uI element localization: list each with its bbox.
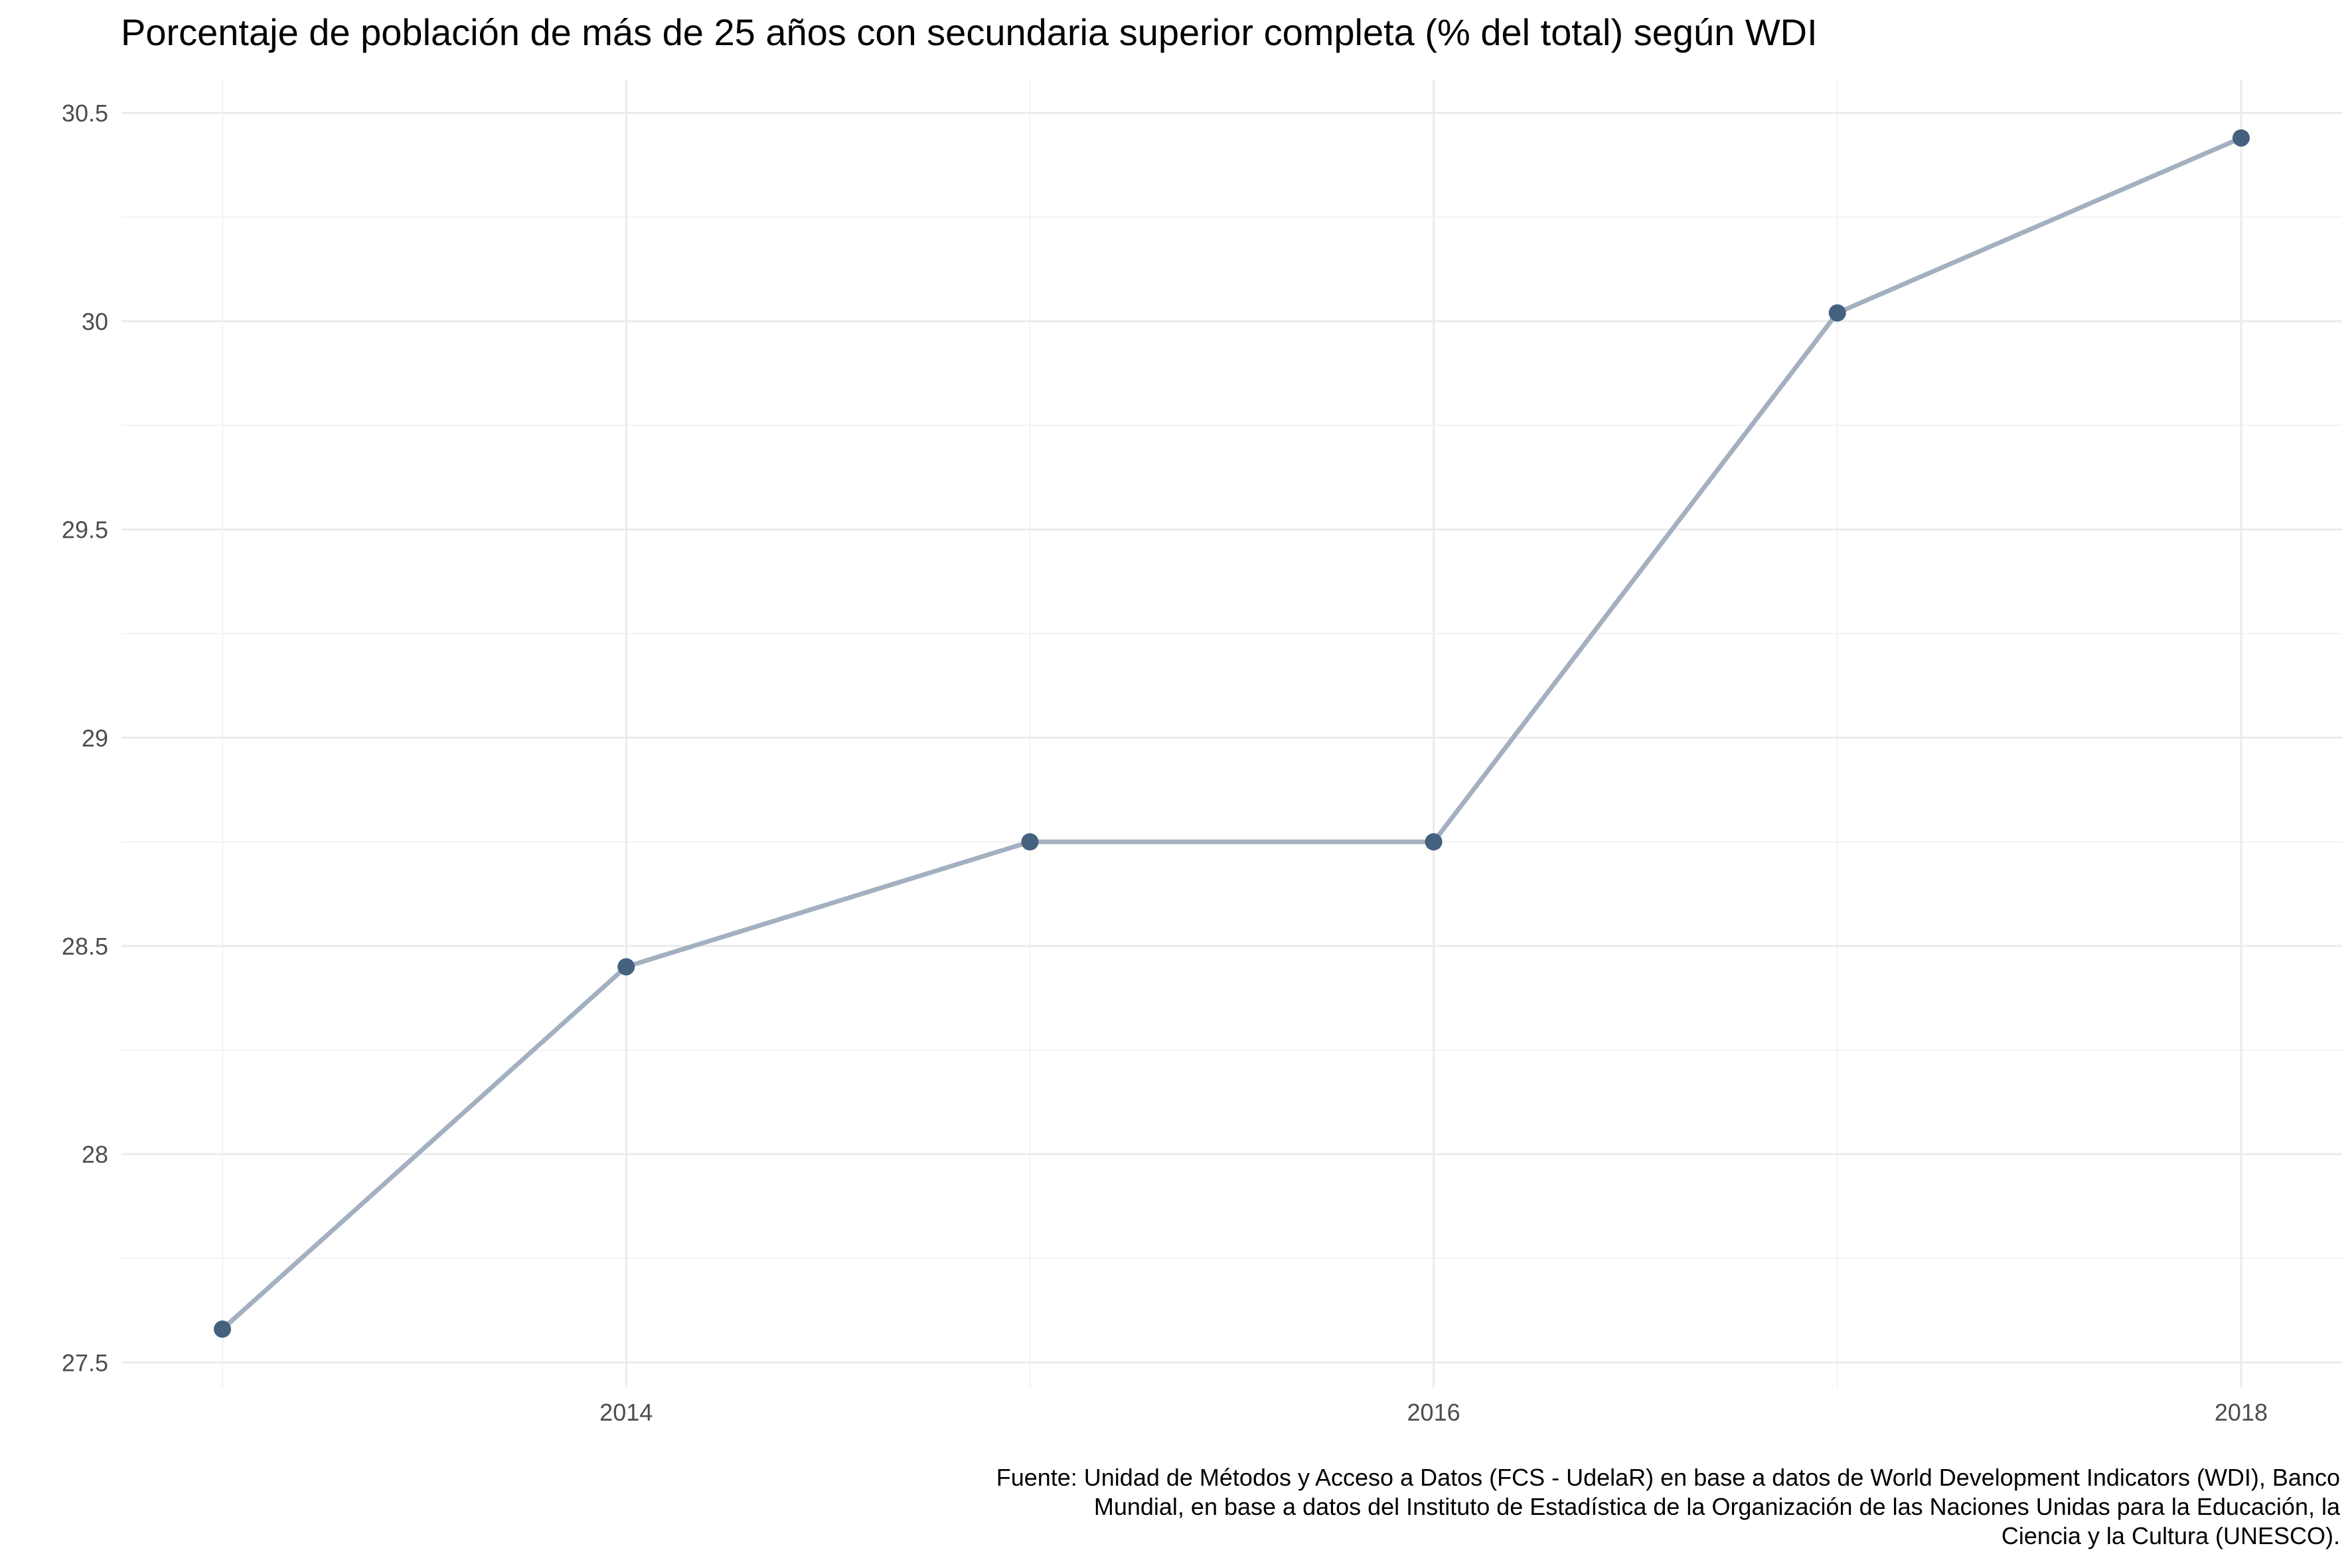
y-tick-label: 30 (82, 308, 108, 335)
data-point (214, 1320, 232, 1338)
major-gridlines (121, 80, 2342, 1387)
y-tick-label: 30.5 (62, 100, 108, 127)
caption-line: Ciencia y la Cultura (UNESCO). (2001, 1522, 2340, 1549)
data-point (617, 958, 635, 976)
x-tick-label: 2014 (599, 1399, 653, 1426)
data-point (1828, 304, 1846, 322)
x-tick-label: 2018 (2215, 1399, 2268, 1426)
data-point (1021, 833, 1039, 851)
series-layer (214, 129, 2250, 1338)
data-point (2232, 129, 2250, 147)
y-tick-label: 29 (82, 724, 108, 751)
caption-line: Mundial, en base a datos del Instituto d… (1094, 1493, 2341, 1520)
y-tick-label: 28.5 (62, 933, 108, 960)
x-tick-label: 2016 (1407, 1399, 1460, 1426)
chart-caption: Fuente: Unidad de Métodos y Acceso a Dat… (996, 1464, 2341, 1549)
minor-gridlines (121, 80, 2342, 1387)
data-point (1425, 833, 1443, 851)
y-axis-tick-labels: 27.5 28 28.5 29 29.5 30 30.5 (62, 100, 108, 1376)
series-line (220, 135, 2244, 1332)
chart-title: Porcentaje de población de más de 25 año… (121, 11, 1818, 53)
x-axis-tick-labels: 2014 2016 2018 (599, 1399, 2268, 1426)
y-tick-label: 27.5 (62, 1349, 108, 1376)
y-tick-label: 29.5 (62, 516, 108, 544)
y-tick-label: 28 (82, 1141, 108, 1168)
caption-line: Fuente: Unidad de Métodos y Acceso a Dat… (996, 1464, 2340, 1491)
